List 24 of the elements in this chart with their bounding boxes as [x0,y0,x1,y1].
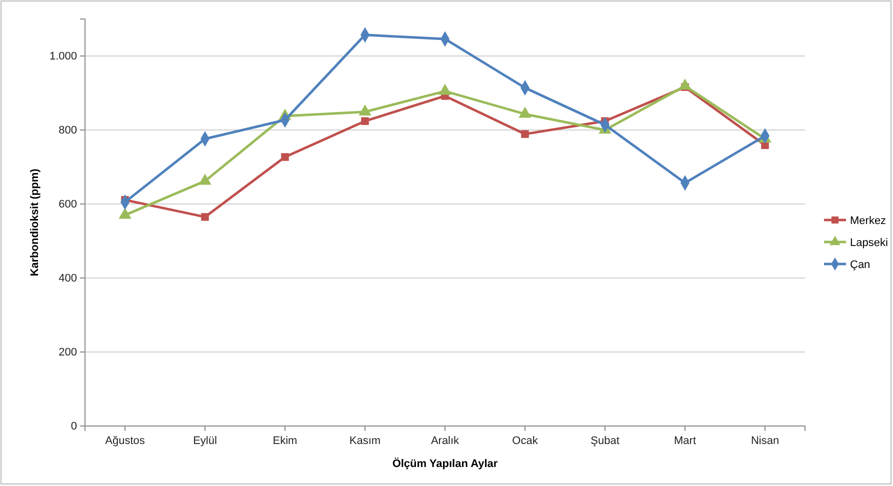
y-tick-label: 400 [58,272,77,285]
legend-label: Çan [850,259,870,271]
y-tick-label: 0 [70,420,77,433]
legend-label: Merkez [850,215,886,227]
y-tick-label: 800 [58,124,77,137]
point [281,153,289,161]
legend-label: Lapseki [850,237,888,249]
y-tick-label: 1.000 [49,50,77,63]
y-axis-title: Karbondioksit (ppm) [29,168,41,276]
y-tick-label: 200 [58,346,77,359]
x-tick-label: Nisan [750,434,780,447]
x-tick-label: Kasım [349,434,381,447]
point [201,213,209,221]
x-tick-label: Şubat [590,434,620,447]
x-axis-title: Ölçüm Yapılan Aylar [392,457,498,470]
y-tick-label: 600 [58,198,77,211]
x-tick-label: Ağustos [105,434,146,447]
x-tick-label: Mart [674,434,696,447]
point [361,117,369,125]
x-tick-label: Aralık [430,434,460,447]
x-tick-label: Ekim [272,434,298,447]
x-tick-label: Ocak [512,434,538,447]
point [521,130,529,138]
x-tick-label: Eylül [193,434,217,447]
